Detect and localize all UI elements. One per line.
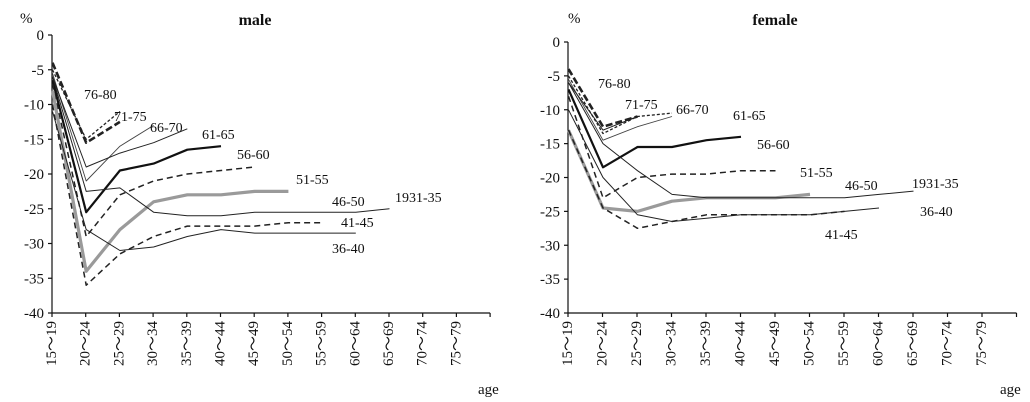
panel2-series-line-1931-35	[568, 82, 914, 199]
panel1-x-tick-label: 15～19	[44, 321, 60, 366]
panel1-series-line-61-65	[52, 76, 188, 168]
panel1-series-line-1931-35	[52, 76, 390, 217]
panel2-x-tick-label: 55～59	[836, 321, 852, 366]
panel2-x-tick-label: 15～19	[560, 321, 576, 366]
panel2-series-line-41-45	[567, 129, 845, 230]
panel1-x-tick-label: 65～69	[381, 321, 397, 366]
panel1-x-tick-label: 70～74	[415, 321, 431, 367]
panel2-x-tick-label: 65～69	[905, 321, 921, 366]
panel1-series-label-61-65: 61-65	[202, 128, 235, 143]
panel1-x-tick-label: 50～54	[280, 321, 296, 367]
panel2-y-tick-label: 0	[553, 35, 561, 51]
panel1-y-tick-label: -25	[24, 202, 44, 218]
panel2-series-label-51-55: 51-55	[800, 166, 833, 181]
panel2-series-line-36-40	[568, 109, 880, 222]
panel2-x-tick-label: 50～54	[802, 321, 818, 367]
panel1-series-label-76-80: 76-80	[84, 88, 117, 103]
panel1-y-tick-label: -5	[32, 63, 45, 79]
panel2-y-tick-label: -40	[540, 306, 560, 322]
panel1-series-line-51-55	[51, 83, 255, 238]
panel2-y-tick-label: -15	[540, 137, 560, 153]
panel2-x-axis-label: age	[1000, 382, 1021, 397]
panel2-series-line-66-70	[568, 79, 673, 141]
panel1-series-label-41-45: 41-45	[341, 216, 374, 231]
panel1-series-label-1931-35: 1931-35	[395, 191, 442, 206]
panel1-y-tick-label: -35	[24, 271, 44, 287]
panel1-series-line-46-50	[50, 90, 289, 273]
panel2-x-tick-label: 25～29	[629, 321, 645, 366]
panel1-series-label-46-50: 46-50	[332, 195, 365, 210]
panel2-series-label-1931-35: 1931-35	[912, 177, 959, 192]
panel2-series-label-76-80: 76-80	[598, 77, 631, 92]
panel1-series-line-36-40	[52, 111, 356, 251]
panel1-y-tick-label: -10	[24, 98, 44, 114]
panel1-x-tick-label: 20～24	[78, 321, 94, 367]
panel2-x-tick-label: 60～64	[871, 321, 887, 367]
panel2-x-tick-label: 45～49	[767, 321, 783, 366]
panel1-series-label-71-75: 71-75	[114, 110, 147, 125]
panel1-chart-title: male	[239, 12, 272, 29]
panel1-y-tick-label: -20	[24, 167, 44, 183]
panel2-y-tick-label: -30	[540, 238, 560, 254]
panel2-series-label-66-70: 66-70	[676, 103, 709, 118]
panel1-y-tick-label: -40	[24, 306, 44, 322]
panel2-series-label-36-40: 36-40	[920, 205, 953, 220]
panel2-series-label-71-75: 71-75	[625, 98, 658, 113]
panel1-x-tick-label: 30～34	[145, 321, 161, 367]
panel2-series-line-61-65	[568, 82, 638, 131]
panel2-series-label-46-50: 46-50	[845, 179, 878, 194]
panel2-y-tick-label: -25	[540, 204, 560, 220]
panel1-series-line-56-60	[51, 79, 222, 214]
panel1-y-tick-label: 0	[37, 28, 45, 44]
panel2-series-label-41-45: 41-45	[825, 228, 858, 243]
panel2-x-tick-label: 40～44	[733, 321, 749, 367]
panel2-y-tick-label: -35	[540, 272, 560, 288]
panel2-x-tick-label: 70～74	[940, 321, 956, 367]
panel1-x-tick-label: 45～49	[246, 321, 262, 366]
panel1-y-axis-label: %	[20, 11, 33, 27]
panel1-series-line-71-75	[51, 69, 121, 140]
panel2-series-label-61-65: 61-65	[733, 109, 766, 124]
panel1-x-tick-label: 60～64	[347, 321, 363, 367]
panel2-series-line-56-60	[567, 88, 742, 169]
panel2-x-tick-label: 20～24	[595, 321, 611, 367]
panel1-series-line-76-80	[51, 62, 121, 144]
panel1-x-tick-label: 25～29	[111, 321, 127, 366]
panel1-series-line-66-70	[52, 73, 154, 182]
panel2-x-tick-label: 30～34	[664, 321, 680, 367]
panel2-series-line-76-80	[567, 68, 638, 128]
panel2-x-tick-label: 75～79	[974, 321, 990, 366]
panel1-x-tick-label: 35～39	[179, 321, 195, 366]
panel2-series-line-71-75	[567, 75, 673, 135]
panel2-chart-title: female	[752, 12, 797, 29]
panel2-y-axis-label: %	[568, 11, 581, 27]
panel1-series-label-51-55: 51-55	[296, 173, 329, 188]
panel1-x-tick-label: 40～44	[213, 321, 229, 367]
panel1-series-label-56-60: 56-60	[237, 148, 270, 163]
panel2-series-label-56-60: 56-60	[757, 138, 790, 153]
panel2-y-tick-label: -20	[540, 171, 560, 187]
panel2-y-tick-label: -5	[548, 69, 561, 85]
panel2-x-tick-label: 35～39	[698, 321, 714, 366]
panel1-y-tick-label: -15	[24, 132, 44, 148]
panel1-series-line-41-45	[51, 104, 323, 286]
panel2-series-line-51-55	[567, 95, 776, 199]
panel1-x-tick-label: 75～79	[448, 321, 464, 366]
panel2-y-tick-label: -10	[540, 103, 560, 119]
panel1-series-label-36-40: 36-40	[332, 242, 365, 257]
panel1-y-tick-label: -30	[24, 237, 44, 253]
panel1-x-axis-label: age	[478, 382, 499, 397]
panel1-x-tick-label: 55～59	[314, 321, 330, 366]
panel1-series-label-66-70: 66-70	[150, 121, 183, 136]
